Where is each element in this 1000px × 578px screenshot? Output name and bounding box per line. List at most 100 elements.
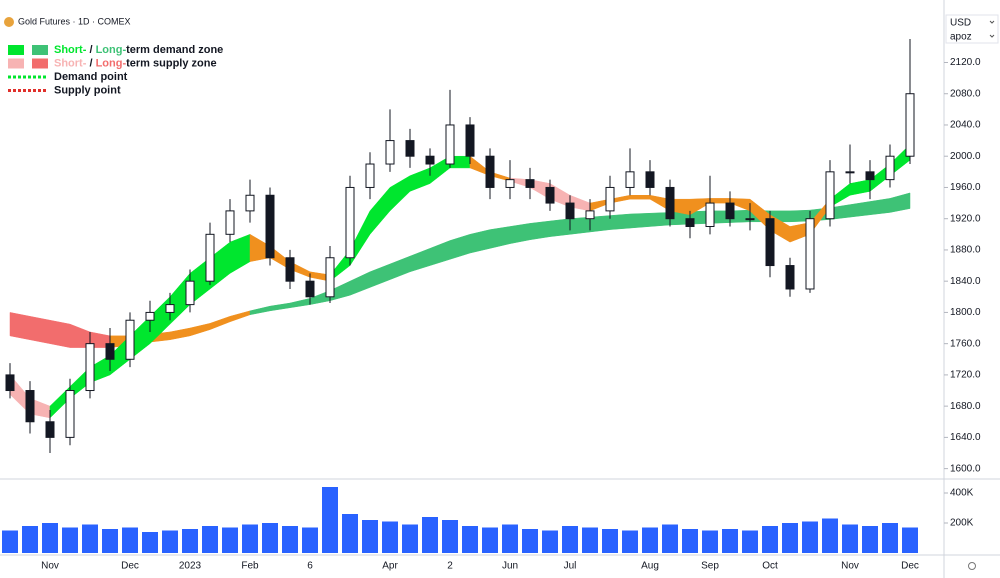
candle-body [585, 210, 595, 220]
y-tick-label: 1960.0 [950, 182, 981, 193]
volume-bar [302, 527, 318, 553]
volume-bar [842, 524, 858, 553]
volume-bar [202, 526, 218, 553]
candle-body [205, 233, 215, 282]
x-tick-label: Aug [641, 561, 659, 572]
volume-tick-label: 400K [950, 488, 974, 499]
candle-body [645, 171, 655, 188]
candle-body [525, 179, 535, 188]
y-tick-label: 1640.0 [950, 432, 981, 443]
zone [249, 192, 911, 316]
y-tick-label: 2080.0 [950, 88, 981, 99]
volume-bar [282, 526, 298, 553]
volume-bar [382, 521, 398, 553]
candle-body [625, 171, 635, 188]
candle-body [225, 210, 235, 235]
candle-body [265, 194, 275, 259]
volume-bar [902, 527, 918, 553]
volume-bar [862, 526, 878, 553]
x-tick-label: Apr [382, 561, 398, 572]
candle-body [545, 186, 555, 204]
legend-label: Supply point [54, 84, 121, 96]
volume-bar [122, 527, 138, 553]
candle-body [145, 311, 155, 321]
volume-bar [142, 532, 158, 553]
y-tick-label: 1760.0 [950, 338, 981, 349]
volume-bar [442, 520, 458, 553]
candle-body [125, 319, 135, 360]
candle-body [745, 218, 755, 221]
x-tick-label: Jun [502, 561, 518, 572]
volume-bar [582, 527, 598, 553]
candle-body [85, 343, 95, 392]
legend-part: Short- [54, 57, 87, 69]
y-tick-label: 2040.0 [950, 120, 981, 131]
y-tick-label: 1880.0 [950, 245, 981, 256]
x-tick-label: Jul [564, 561, 577, 572]
volume-bar [682, 529, 698, 553]
candle-body [485, 155, 495, 188]
x-tick-label: Dec [121, 561, 139, 572]
candle-body [565, 202, 575, 220]
candle-body [45, 421, 55, 438]
x-tick-label: Feb [241, 561, 259, 572]
candle-body [805, 218, 815, 290]
candle-body [665, 186, 675, 220]
candle-body [785, 265, 795, 290]
chart-title: Gold Futures · 1D · COMEX [18, 16, 131, 26]
volume-bar [422, 517, 438, 553]
volume-bar [182, 529, 198, 553]
y-tick-label: 2120.0 [950, 57, 981, 68]
volume-bar [522, 529, 538, 553]
x-tick-label: Sep [701, 561, 719, 572]
y-tick-label: 1800.0 [950, 307, 981, 318]
volume-bar [22, 526, 38, 553]
candle-body [845, 171, 855, 174]
volume-bar [222, 527, 238, 553]
scale-mode[interactable]: apoz [950, 32, 972, 43]
volume-bar [102, 529, 118, 553]
legend-label: Short- / Long-term supply zone [54, 57, 217, 69]
dropdown-caret [989, 20, 995, 38]
currency[interactable]: USD [950, 18, 971, 29]
volume-bar [802, 521, 818, 553]
volume-bar [502, 524, 518, 553]
y-tick-label: 1920.0 [950, 213, 981, 224]
x-tick-label: 6 [307, 561, 313, 572]
candle-body [605, 186, 615, 212]
volume-bar [762, 526, 778, 553]
y-tick-label: 2000.0 [950, 151, 981, 162]
candle-body [405, 140, 415, 157]
currency-box[interactable] [945, 14, 999, 44]
legend-swatch [8, 45, 24, 55]
volume-bar [482, 527, 498, 553]
settings-icon[interactable] [968, 562, 976, 570]
candle-body [305, 280, 315, 298]
legend-label: Short- / Long-term demand zone [54, 44, 223, 56]
volume-bar [242, 524, 258, 553]
x-tick-label: Dec [901, 561, 919, 572]
volume-bar [42, 523, 58, 553]
y-tick-label: 1600.0 [950, 463, 981, 474]
candle-body [445, 124, 455, 165]
candle-body [65, 390, 75, 438]
volume-bar [662, 524, 678, 553]
candle-body [725, 202, 735, 220]
volume-bar [322, 487, 338, 553]
candle-body [825, 171, 835, 220]
candle-body [5, 374, 15, 392]
candle-body [105, 343, 115, 360]
x-tick-label: Nov [841, 561, 859, 572]
legend-part: term supply zone [126, 57, 216, 69]
candle-body [765, 218, 775, 267]
candle-body [505, 179, 515, 188]
x-tick-label: 2 [447, 561, 453, 572]
candle-body [325, 257, 335, 298]
candle-body [185, 280, 195, 306]
legend-part: Long- [96, 44, 127, 56]
candle-body [385, 140, 395, 165]
volume-bar [622, 530, 638, 553]
